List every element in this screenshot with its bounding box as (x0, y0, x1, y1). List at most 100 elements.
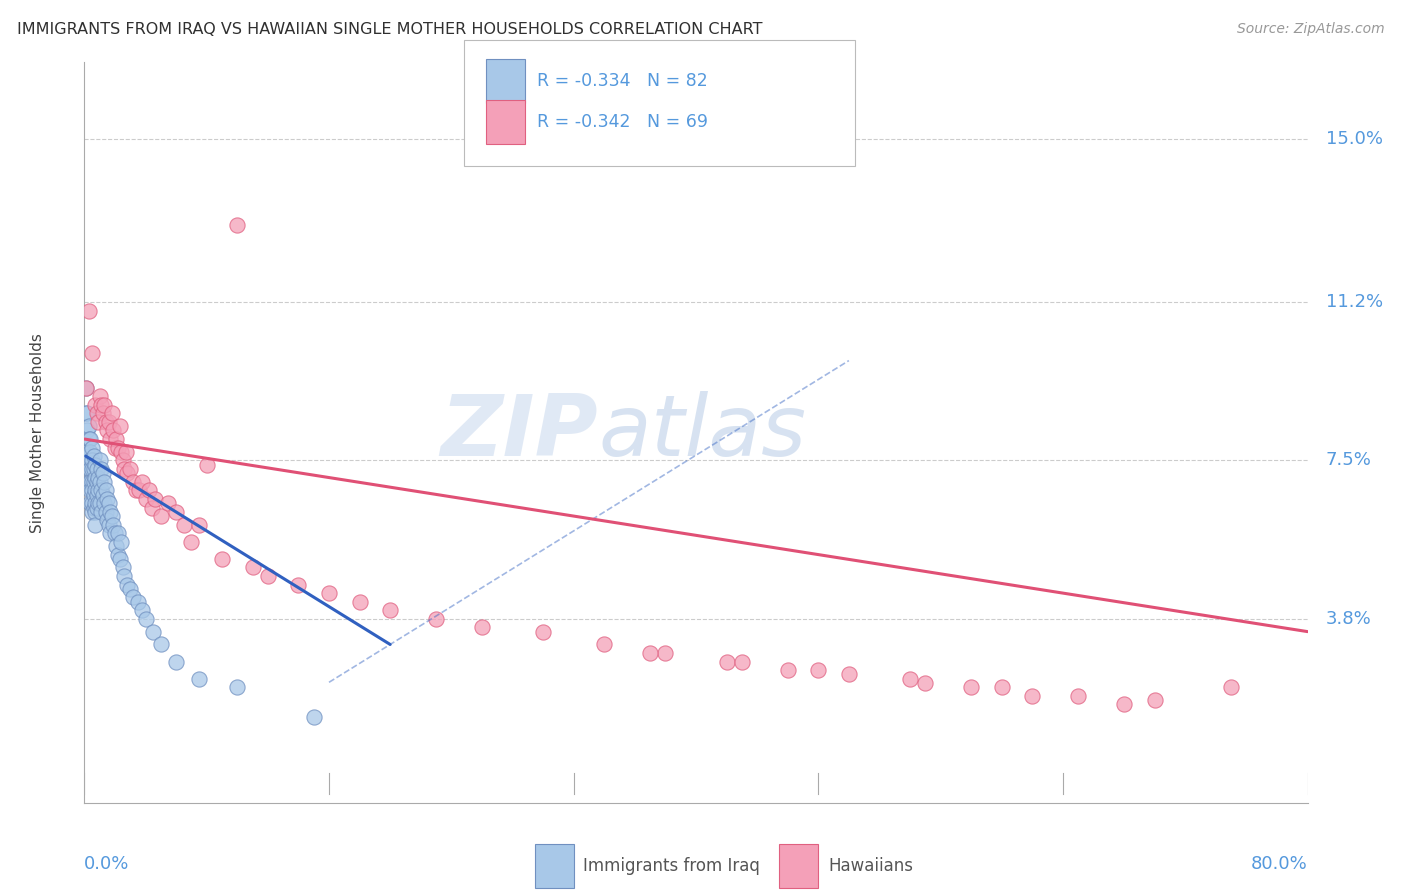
Point (142, 624, 165, 639)
Point (776, 663, 799, 677)
Point (107, 526, 129, 541)
Point (531, 624, 554, 639)
Point (111, 453, 134, 467)
Point (149, 509, 172, 524)
Point (165, 505, 187, 519)
Point (77, 475, 100, 489)
Point (80, 462, 103, 476)
Point (195, 458, 218, 472)
Text: Single Mother Households: Single Mother Households (31, 333, 45, 533)
Point (84, 398, 107, 412)
Text: R = -0.342   N = 69: R = -0.342 N = 69 (537, 112, 709, 130)
Point (98, 505, 121, 519)
Point (1220, 680, 1243, 694)
Point (731, 655, 754, 669)
Point (89, 496, 111, 510)
Point (654, 646, 676, 660)
Text: IMMIGRANTS FROM IRAQ VS HAWAIIAN SINGLE MOTHER HOUSEHOLDS CORRELATION CHART: IMMIGRANTS FROM IRAQ VS HAWAIIAN SINGLE … (17, 22, 762, 37)
Point (80, 346, 103, 360)
Point (76, 406, 98, 420)
Point (84, 483, 107, 498)
Point (80, 441, 103, 455)
Point (143, 491, 166, 506)
FancyBboxPatch shape (485, 100, 524, 144)
Point (83, 488, 105, 502)
Text: 7.5%: 7.5% (1326, 451, 1372, 469)
Point (135, 612, 157, 626)
Point (90, 398, 112, 412)
Point (173, 517, 195, 532)
Point (287, 577, 309, 591)
Point (87, 496, 110, 510)
Point (128, 483, 150, 498)
Point (87, 415, 110, 429)
Point (149, 637, 172, 651)
Point (84, 496, 107, 510)
Point (80, 475, 103, 489)
Point (75, 406, 97, 420)
Text: 3.8%: 3.8% (1326, 610, 1372, 628)
Point (914, 676, 936, 690)
Point (131, 475, 153, 489)
Point (101, 406, 124, 420)
Point (75, 381, 97, 395)
Point (86, 488, 108, 502)
Point (86, 500, 108, 515)
Point (593, 637, 616, 651)
Point (257, 569, 280, 583)
Point (76, 445, 98, 459)
FancyBboxPatch shape (485, 59, 524, 103)
Point (89, 453, 111, 467)
Point (108, 552, 131, 566)
Point (91, 406, 114, 420)
Point (86, 406, 108, 420)
Point (96, 424, 118, 438)
Point (90, 505, 112, 519)
Point (115, 467, 138, 481)
Point (226, 218, 249, 232)
Point (105, 432, 128, 446)
Point (115, 577, 138, 591)
Point (138, 483, 160, 498)
Point (80, 496, 103, 510)
Point (104, 526, 127, 541)
Point (93, 475, 115, 489)
FancyBboxPatch shape (779, 844, 818, 888)
Point (77, 303, 100, 318)
Point (105, 539, 128, 553)
Point (75, 381, 97, 395)
Point (77, 419, 100, 434)
Point (180, 534, 202, 549)
Point (380, 603, 402, 617)
Point (112, 569, 135, 583)
Point (84, 458, 107, 472)
Text: atlas: atlas (598, 391, 806, 475)
Text: Hawaiians: Hawaiians (828, 856, 912, 875)
Point (94, 505, 117, 519)
Point (349, 595, 371, 609)
Point (1067, 689, 1090, 703)
Point (318, 586, 340, 600)
Point (94, 483, 117, 498)
Point (98, 432, 121, 446)
Text: 0.0%: 0.0% (84, 855, 129, 872)
Point (97, 415, 120, 429)
Point (84, 517, 107, 532)
Text: R = -0.334   N = 82: R = -0.334 N = 82 (537, 72, 707, 90)
Point (83, 449, 105, 463)
Point (79, 432, 101, 446)
FancyBboxPatch shape (534, 844, 574, 888)
Point (96, 513, 118, 527)
Text: 11.2%: 11.2% (1326, 293, 1384, 311)
Point (101, 509, 124, 524)
Point (79, 462, 101, 476)
Point (471, 620, 494, 634)
Point (89, 389, 111, 403)
Point (83, 462, 105, 476)
Point (79, 496, 101, 510)
Point (120, 582, 142, 596)
Point (91, 488, 114, 502)
Point (991, 680, 1014, 694)
Point (157, 496, 180, 510)
Point (108, 419, 131, 434)
